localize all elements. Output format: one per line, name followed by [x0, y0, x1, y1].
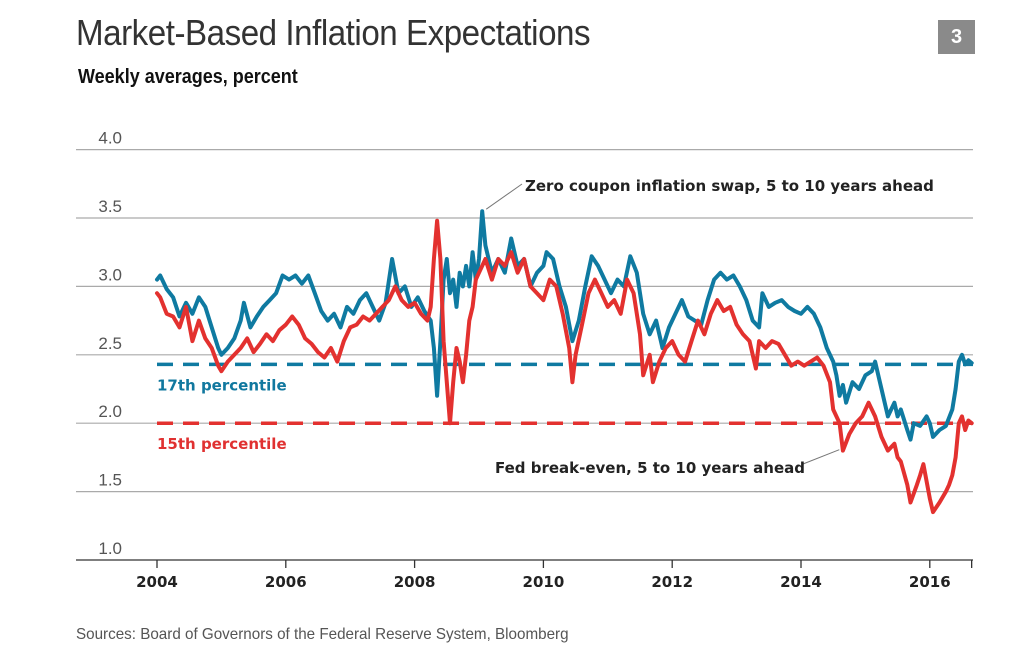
chart-subtitle: Weekly averages, percent: [78, 66, 298, 88]
y-axis-ticks: 1.0 1.5 2.0 2.5 3.0 3.5 4.0: [98, 129, 122, 558]
reference-label: 15th percentile: [157, 435, 287, 453]
annotations: Zero coupon inflation swap, 5 to 10 year…: [485, 177, 934, 477]
annotation-breakeven: Fed break-even, 5 to 10 years ahead: [495, 459, 805, 477]
x-tick-label: 2006: [265, 573, 307, 591]
x-tick-label: 2014: [780, 573, 822, 591]
x-tick-label: 2012: [651, 573, 693, 591]
series-line-fed-breakeven: [155, 218, 974, 515]
y-tick-label: 1.5: [98, 471, 122, 490]
annotation-leader-swap: [485, 183, 523, 210]
y-tick-label: 3.0: [98, 265, 122, 284]
y-tick-label: 2.0: [98, 402, 122, 421]
series-lines: [155, 209, 974, 515]
gridlines: [76, 149, 973, 493]
x-tick-label: 2010: [523, 573, 565, 591]
reference-lines: 17th percentile 15th percentile: [157, 362, 973, 453]
y-tick-label: 4.0: [98, 129, 122, 148]
y-tick-label: 3.5: [98, 197, 122, 216]
annotation-swap: Zero coupon inflation swap, 5 to 10 year…: [525, 177, 934, 195]
annotation-leader-breakeven: [802, 449, 840, 465]
y-tick-label: 1.0: [98, 539, 122, 558]
chart-title: Market-Based Inflation Expectations: [76, 12, 591, 53]
x-tick-label: 2004: [136, 573, 178, 591]
series-line-inflation-swap: [155, 209, 974, 442]
reference-label: 17th percentile: [157, 376, 287, 394]
y-tick-label: 2.5: [98, 334, 122, 353]
x-tick-label: 2016: [909, 573, 951, 591]
figure-number-badge: 3: [938, 20, 975, 54]
x-axis: 2004 2006 2008 2010 2012 2014 2016: [76, 559, 973, 591]
x-tick-label: 2008: [394, 573, 436, 591]
source-note: Sources: Board of Governors of the Feder…: [76, 626, 569, 643]
